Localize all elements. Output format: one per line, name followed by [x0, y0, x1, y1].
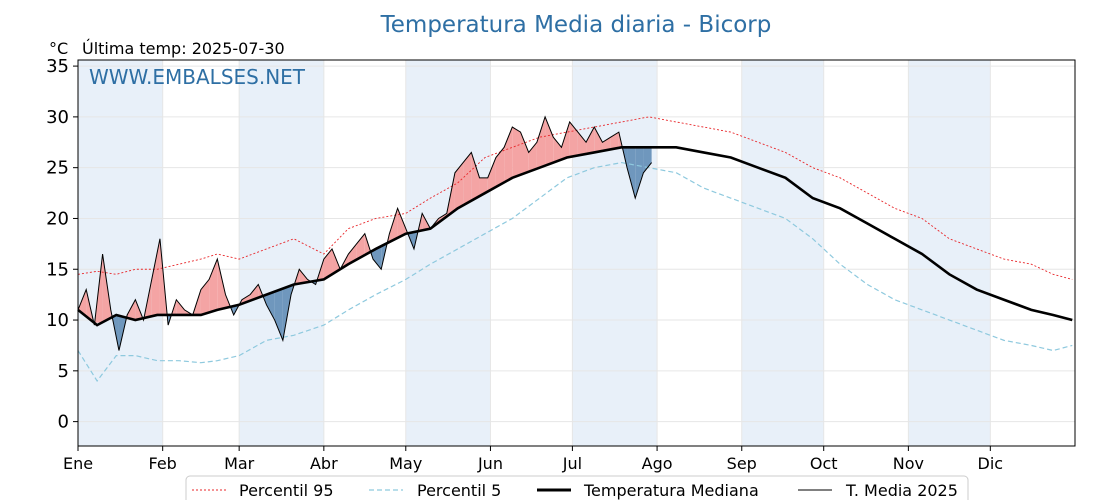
month-shade-band	[405, 60, 491, 446]
above-median-fill	[512, 127, 521, 178]
y-tick-label: 10	[46, 310, 69, 331]
x-tick-label: Abr	[310, 454, 338, 473]
above-median-fill	[577, 132, 587, 156]
percentil-5-line	[77, 161, 1073, 383]
below-median-fill	[627, 147, 636, 199]
above-median-fill	[471, 152, 480, 201]
above-median-fill	[504, 127, 513, 183]
watermark: WWW.EMBALSES.NET	[89, 65, 306, 89]
above-median-fill	[217, 259, 226, 310]
x-tick-label: May	[389, 454, 422, 473]
above-median-fill	[602, 137, 611, 151]
x-axis: Ene Feb Mar Abr May Jun Jul Ago Sep Oct Nov Dic	[63, 446, 1003, 473]
below-median-fill	[373, 246, 382, 270]
legend: Percentil 95 Percentil 5 Temperatura Med…	[185, 475, 969, 500]
plot-frame	[77, 59, 1076, 447]
y-tick-label: 5	[58, 361, 69, 382]
month-shading	[78, 60, 991, 446]
above-median-fill	[299, 269, 308, 284]
above-median-fill	[463, 152, 472, 206]
above-median-fill	[127, 299, 136, 321]
legend-p95-label: Percentil 95	[239, 481, 334, 500]
x-tick-label: Ene	[63, 454, 93, 473]
x-tick-label: Dic	[978, 454, 1004, 473]
above-median-fill	[487, 157, 496, 192]
percentil-95-line	[77, 116, 1073, 280]
unit-label: °C	[49, 39, 68, 58]
y-tick-label: 0	[58, 412, 69, 433]
x-tick-label: Mar	[224, 454, 255, 473]
legend-actual-label: T. Media 2025	[845, 481, 958, 500]
median-line	[77, 146, 1073, 327]
below-median-fill	[266, 291, 275, 321]
actual-2025-line	[77, 115, 653, 351]
y-tick-label: 25	[46, 158, 69, 179]
above-median-fill	[545, 116, 554, 166]
above-median-fill	[348, 243, 357, 265]
month-shade-band	[239, 60, 324, 446]
month-shade-band	[78, 60, 163, 446]
above-median-fill	[356, 233, 365, 260]
series-lines	[77, 115, 1073, 383]
above-median-fill	[454, 162, 464, 211]
above-median-fill	[209, 259, 218, 313]
above-median-fill	[495, 147, 505, 187]
month-shade-band	[572, 60, 658, 446]
x-tick-label: Jul	[562, 454, 582, 473]
above-median-fill	[151, 238, 160, 317]
above-median-fill	[520, 132, 529, 175]
y-axis: 0 5 10 15 20 25 30 35	[46, 56, 78, 433]
y-tick-label: 20	[46, 208, 69, 229]
above-median-fill	[536, 116, 546, 169]
legend-median-label: Temperatura Mediana	[583, 481, 759, 500]
above-median-fill	[200, 279, 210, 315]
below-median-fill	[274, 288, 283, 341]
above-median-fill	[176, 299, 185, 315]
above-median-fill	[528, 142, 537, 172]
y-tick-label: 30	[46, 107, 69, 128]
x-tick-label: Ago	[642, 454, 673, 473]
legend-p5-label: Percentil 5	[417, 481, 501, 500]
x-tick-label: Nov	[893, 454, 924, 473]
above-median-fill	[250, 284, 259, 301]
last-temp-label: Última temp: 2025-07-30	[82, 39, 285, 58]
above-median-fill	[78, 289, 87, 317]
chart-title: Temperatura Media diaria - Bicorp	[380, 12, 772, 38]
above-median-fill	[397, 208, 406, 238]
above-median-fill	[594, 127, 603, 153]
above-median-fill	[553, 137, 562, 163]
above-median-fill	[389, 208, 398, 243]
above-median-fill	[586, 127, 595, 154]
x-tick-label: Sep	[727, 454, 757, 473]
below-median-fill	[635, 147, 644, 199]
y-tick-label: 15	[46, 259, 69, 280]
legend-box	[185, 475, 969, 500]
x-tick-label: Feb	[149, 454, 177, 473]
x-tick-label: Jun	[477, 454, 503, 473]
above-median-fill	[561, 121, 570, 160]
x-tick-label: Oct	[810, 454, 838, 473]
y-tick-label: 35	[46, 56, 69, 77]
month-shade-band	[741, 60, 824, 446]
below-median-fill	[643, 147, 652, 173]
